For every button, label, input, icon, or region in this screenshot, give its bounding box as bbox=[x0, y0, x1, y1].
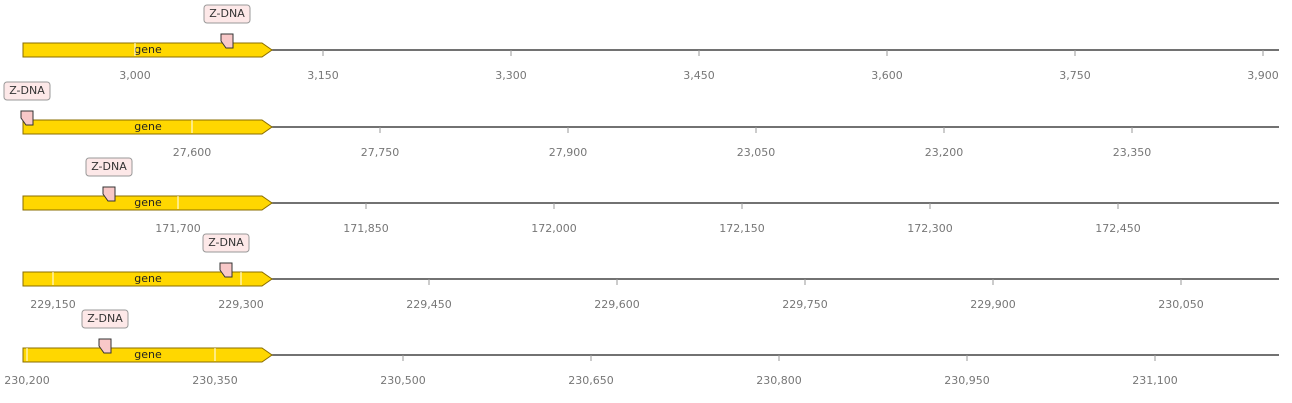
tick-label: 230,500 bbox=[380, 374, 426, 387]
z-dna-label: Z-DNA bbox=[87, 312, 123, 325]
tick-label: 230,200 bbox=[4, 374, 50, 387]
tick-label: 172,450 bbox=[1095, 222, 1141, 235]
tick-label: 229,300 bbox=[218, 298, 264, 311]
tick-label: 229,750 bbox=[782, 298, 828, 311]
tick-label: 23,050 bbox=[737, 146, 776, 159]
gene-arrow bbox=[22, 195, 273, 211]
gene-label: gene bbox=[134, 196, 162, 209]
tick-label: 229,600 bbox=[594, 298, 640, 311]
z-dna-marker bbox=[20, 110, 34, 126]
tick-label: 230,050 bbox=[1158, 298, 1204, 311]
tick-label: 230,950 bbox=[944, 374, 990, 387]
z-dna-marker bbox=[219, 262, 233, 278]
tick-label: 229,450 bbox=[406, 298, 452, 311]
z-dna-label-box bbox=[3, 81, 51, 101]
z-dna-label: Z-DNA bbox=[91, 160, 127, 173]
track: gene 230,200 230,350 230,500 230,650 230,800 2… bbox=[4, 309, 1279, 387]
track: gene 229,150 229,300 229,450 229,600 229,750 2… bbox=[22, 233, 1279, 311]
tick-label: 171,850 bbox=[343, 222, 389, 235]
tick-label: 230,350 bbox=[192, 374, 238, 387]
gene-label: gene bbox=[134, 348, 162, 361]
z-dna-marker bbox=[102, 186, 116, 202]
tick-label: 3,600 bbox=[871, 69, 903, 82]
z-dna-label: Z-DNA bbox=[9, 84, 45, 97]
gene-label: gene bbox=[134, 43, 162, 56]
tick-label: 3,150 bbox=[307, 69, 339, 82]
tick-label: 230,650 bbox=[568, 374, 614, 387]
tick-label: 3,300 bbox=[495, 69, 527, 82]
track: gene 171,700 171,850 172,000 172,150 172,300 1… bbox=[22, 157, 1279, 235]
z-dna-label-box bbox=[85, 157, 133, 177]
track: gene 27,600 27,750 27,900 23,050 23,200 23,350… bbox=[3, 81, 1279, 159]
tick-label: 23,200 bbox=[925, 146, 964, 159]
tick-label: 172,150 bbox=[719, 222, 765, 235]
z-dna-label-box bbox=[203, 4, 251, 24]
tick-label: 172,000 bbox=[531, 222, 577, 235]
tick-label: 27,750 bbox=[361, 146, 400, 159]
z-dna-label-box bbox=[202, 233, 250, 253]
z-dna-label: Z-DNA bbox=[208, 236, 244, 249]
tick-label: 3,750 bbox=[1059, 69, 1091, 82]
tick-label: 171,700 bbox=[155, 222, 201, 235]
z-dna-label-box bbox=[81, 309, 129, 329]
z-dna-marker bbox=[98, 338, 112, 354]
tick-label: 172,300 bbox=[907, 222, 953, 235]
tick-label: 3,900 bbox=[1247, 69, 1279, 82]
gene-label: gene bbox=[134, 272, 162, 285]
z-dna-label: Z-DNA bbox=[209, 7, 245, 20]
tick-label: 23,350 bbox=[1113, 146, 1152, 159]
gene-arrow bbox=[22, 347, 273, 363]
tick-label: 229,150 bbox=[30, 298, 76, 311]
tick-label: 231,100 bbox=[1132, 374, 1178, 387]
gene-label: gene bbox=[134, 120, 162, 133]
tick-label: 229,900 bbox=[970, 298, 1016, 311]
tick-label: 27,600 bbox=[173, 146, 212, 159]
gene-arrow bbox=[22, 119, 273, 135]
track: gene 3,000 3,150 3,300 3,450 3,600 3,750 3,900 Z… bbox=[22, 4, 1279, 82]
z-dna-marker bbox=[220, 33, 234, 49]
tick-label: 3,000 bbox=[119, 69, 151, 82]
tick-label: 27,900 bbox=[549, 146, 588, 159]
tick-label: 3,450 bbox=[683, 69, 715, 82]
tick-label: 230,800 bbox=[756, 374, 802, 387]
